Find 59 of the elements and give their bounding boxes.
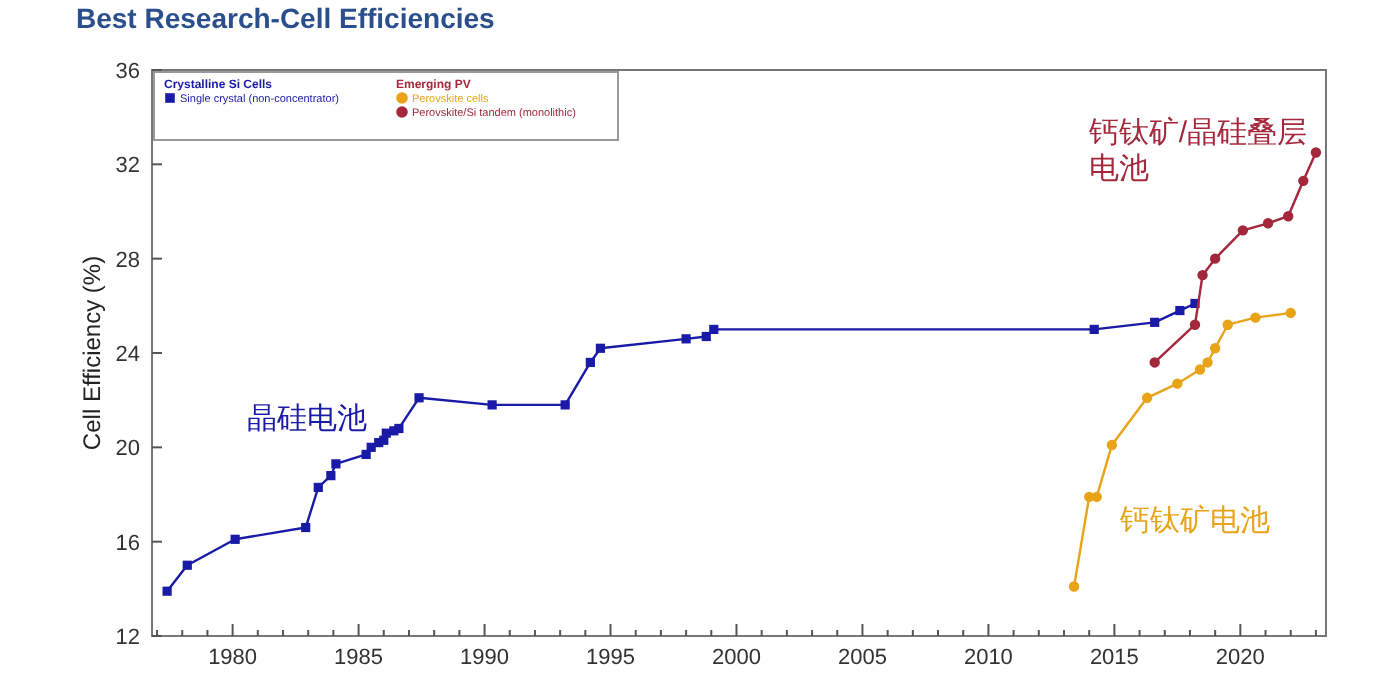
y-tick-label: 20	[115, 437, 140, 462]
point	[1209, 343, 1221, 354]
point	[414, 393, 424, 403]
point	[301, 522, 311, 533]
point	[331, 459, 341, 469]
y-tick-label: 16	[115, 531, 140, 556]
y-axis-title: Cell Efficiency (%)	[78, 255, 106, 451]
point	[326, 471, 336, 481]
point	[1222, 319, 1233, 330]
point	[1209, 253, 1221, 264]
point	[709, 324, 719, 335]
point	[1310, 147, 1322, 158]
point	[1068, 581, 1080, 592]
point	[1106, 439, 1118, 451]
point	[1089, 324, 1099, 335]
point	[1141, 392, 1153, 404]
point	[1172, 378, 1183, 389]
point	[1298, 175, 1309, 187]
annotation: 晶硅电池	[246, 402, 367, 437]
point	[1149, 357, 1160, 368]
x-tick-label: 2010	[963, 646, 1013, 670]
point	[1150, 317, 1160, 327]
x-tick-label: 2005	[837, 646, 887, 670]
point	[1189, 319, 1201, 330]
point	[313, 482, 323, 493]
point	[1197, 269, 1208, 281]
x-tick-label: 1995	[586, 646, 635, 670]
annotation: 钙钛矿电池	[1118, 503, 1271, 538]
point	[701, 331, 711, 342]
y-tick-label: 36	[115, 60, 140, 84]
point	[1262, 218, 1274, 229]
point	[1285, 307, 1296, 319]
x-tick-label: 1985	[334, 646, 384, 670]
point	[182, 560, 192, 570]
y-tick-label: 32	[115, 154, 140, 179]
point	[230, 534, 240, 544]
point	[1237, 225, 1249, 236]
point	[595, 343, 606, 353]
annotation: 钙钛矿/晶硅叠层电池	[1086, 116, 1308, 187]
point	[1283, 211, 1294, 222]
point	[681, 334, 691, 344]
point	[1202, 357, 1213, 368]
point	[394, 423, 404, 434]
point	[487, 400, 497, 410]
point	[1194, 364, 1206, 375]
x-tick-label: 1990	[460, 646, 510, 670]
chart-title: Best Research-Cell Efficiencies	[76, 2, 496, 34]
y-tick-label: 28	[115, 248, 140, 273]
point	[162, 586, 172, 596]
point	[1175, 305, 1185, 316]
y-tick-label: 12	[115, 626, 140, 650]
x-tick-label: 2000	[712, 646, 761, 670]
point	[585, 357, 595, 368]
point	[560, 400, 570, 410]
x-tick-label: 2020	[1215, 646, 1265, 670]
y-tick-label: 24	[115, 343, 140, 367]
x-tick-label: 2015	[1089, 646, 1139, 670]
point	[1250, 312, 1261, 323]
x-tick-label: 1980	[208, 646, 258, 670]
